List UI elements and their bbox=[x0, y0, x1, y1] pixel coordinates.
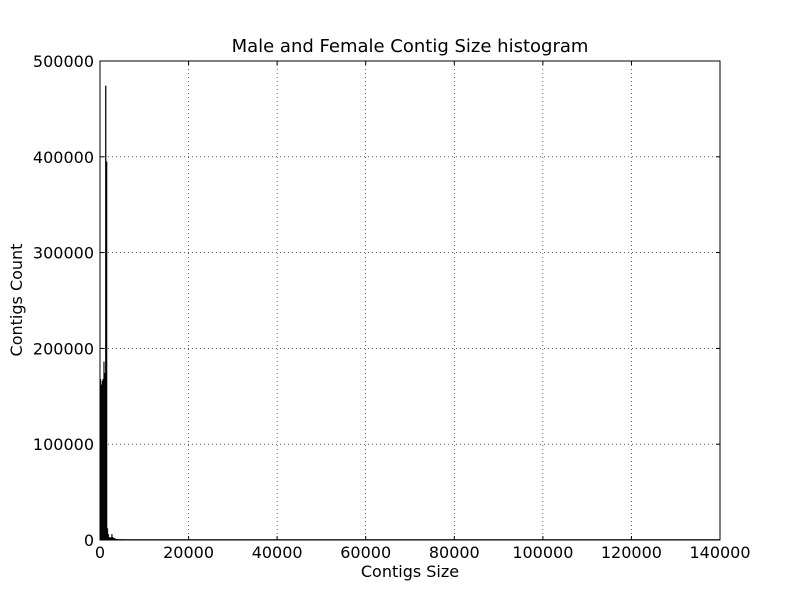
y-tick-label: 500000 bbox=[33, 52, 94, 71]
x-tick-label: 100000 bbox=[512, 543, 573, 562]
x-tick-label: 60000 bbox=[340, 543, 391, 562]
histogram-bar bbox=[106, 161, 108, 541]
y-tick-label: 300000 bbox=[33, 244, 94, 263]
y-tick-label: 0 bbox=[84, 531, 94, 550]
x-tick-label: 80000 bbox=[429, 543, 480, 562]
y-tick-label: 100000 bbox=[33, 435, 94, 454]
y-axis-label: Contigs Count bbox=[7, 244, 26, 357]
x-tick-label: 40000 bbox=[252, 543, 303, 562]
grid-layer bbox=[100, 61, 720, 540]
ticks-layer: 0 20000 40000 60000 80000 100000 120000 140000 0… bbox=[33, 52, 751, 562]
x-tick-label: 140000 bbox=[689, 543, 750, 562]
plot-frame bbox=[99, 60, 721, 541]
y-tick-label: 400000 bbox=[33, 148, 94, 167]
x-tick-label: 120000 bbox=[601, 543, 662, 562]
x-tick-label: 20000 bbox=[163, 543, 214, 562]
y-tick-label: 200000 bbox=[33, 339, 94, 358]
chart-title: Male and Female Contig Size histogram bbox=[232, 36, 589, 57]
x-tick-label: 0 bbox=[95, 543, 105, 562]
x-axis-label: Contigs Size bbox=[361, 562, 459, 581]
